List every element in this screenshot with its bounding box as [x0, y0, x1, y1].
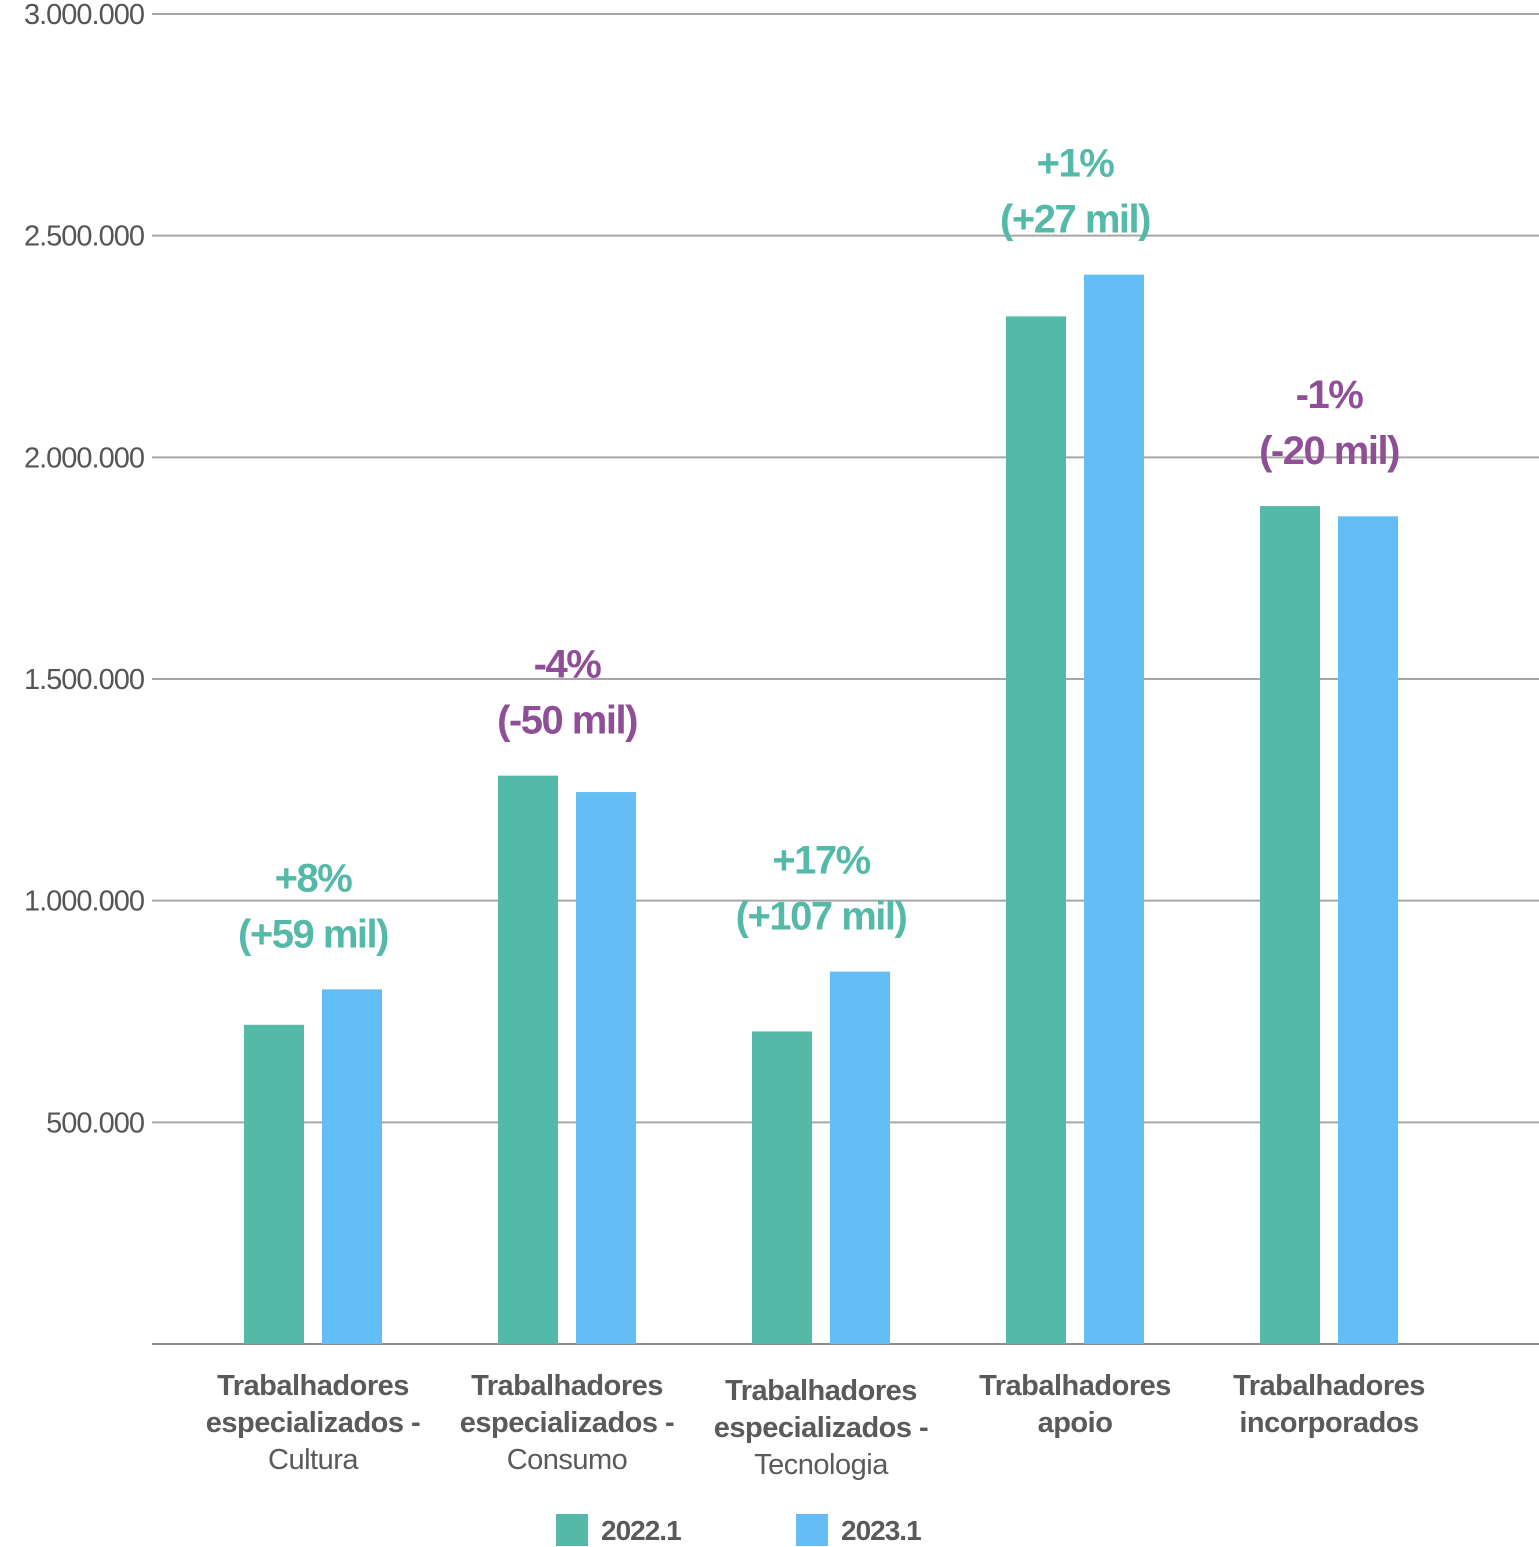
bar-2022.1 — [1006, 316, 1066, 1345]
annotation-abs: (+27 mil) — [1000, 198, 1150, 242]
category-label-line2: especializados - — [714, 1412, 928, 1444]
annotation-abs: (+107 mil) — [736, 895, 907, 939]
y-tick-label: 3.000.000 — [24, 0, 144, 31]
category-label-line1: Trabalhadores — [725, 1375, 917, 1407]
legend-swatch — [796, 1514, 828, 1546]
bar-2023.1 — [1338, 516, 1398, 1344]
change-annotations: +8% (+59 mil) -4% (-50 mil) +17% (+107 mil) +1… — [238, 142, 1401, 957]
y-tick-label: 2.000.000 — [24, 442, 144, 474]
annotation-abs: (+59 mil) — [238, 912, 388, 956]
legend-swatch — [556, 1514, 588, 1546]
legend-label: 2023.1 — [841, 1515, 921, 1546]
category-label-line2: apoio — [1038, 1407, 1113, 1439]
category-label-line2: especializados - — [206, 1407, 420, 1439]
category-label-line3: Tecnologia — [754, 1449, 889, 1481]
category-label-line3: Consumo — [507, 1444, 628, 1476]
annotation-abs: (-50 mil) — [497, 699, 637, 743]
category-label-line1: Trabalhadores — [1233, 1370, 1425, 1402]
category-label-line2: especializados - — [460, 1407, 674, 1439]
annotation-pct: +17% — [772, 839, 870, 883]
annotation-pct: +8% — [275, 856, 353, 900]
category-label-line1: Trabalhadores — [979, 1370, 1171, 1402]
y-tick-label: 2.500.000 — [24, 221, 144, 253]
bar-2023.1 — [576, 792, 636, 1344]
legend-label: 2022.1 — [601, 1515, 681, 1546]
category-label-line3: Cultura — [268, 1444, 359, 1476]
bar-2022.1 — [1260, 506, 1320, 1345]
annotation-pct: -1% — [1296, 373, 1364, 417]
bar-2023.1 — [1084, 274, 1144, 1345]
x-axis-categories: Trabalhadores especializados - Cultura Trab… — [206, 1370, 1426, 1481]
gridlines — [152, 13, 1539, 1345]
category-label-line1: Trabalhadores — [217, 1370, 409, 1402]
annotation-abs: (-20 mil) — [1259, 429, 1399, 473]
legend: 2022.1 2023.1 — [556, 1514, 922, 1546]
y-axis-ticks: 500.000 1.000.000 1.500.000 2.000.000 2.500.… — [24, 0, 145, 1139]
y-tick-label: 1.500.000 — [24, 664, 144, 696]
y-tick-label: 1.000.000 — [24, 886, 144, 918]
y-tick-label: 500.000 — [46, 1107, 144, 1139]
bar-2022.1 — [244, 1024, 304, 1344]
bar-2022.1 — [498, 775, 558, 1344]
category-label-line1: Trabalhadores — [471, 1370, 663, 1402]
annotation-pct: +1% — [1037, 142, 1115, 186]
bar-2023.1 — [830, 971, 890, 1344]
bar-2022.1 — [752, 1031, 812, 1344]
bar-2023.1 — [322, 989, 382, 1344]
category-label-line2: incorporados — [1239, 1407, 1418, 1439]
bars — [244, 274, 1398, 1345]
annotation-pct: -4% — [534, 643, 602, 687]
